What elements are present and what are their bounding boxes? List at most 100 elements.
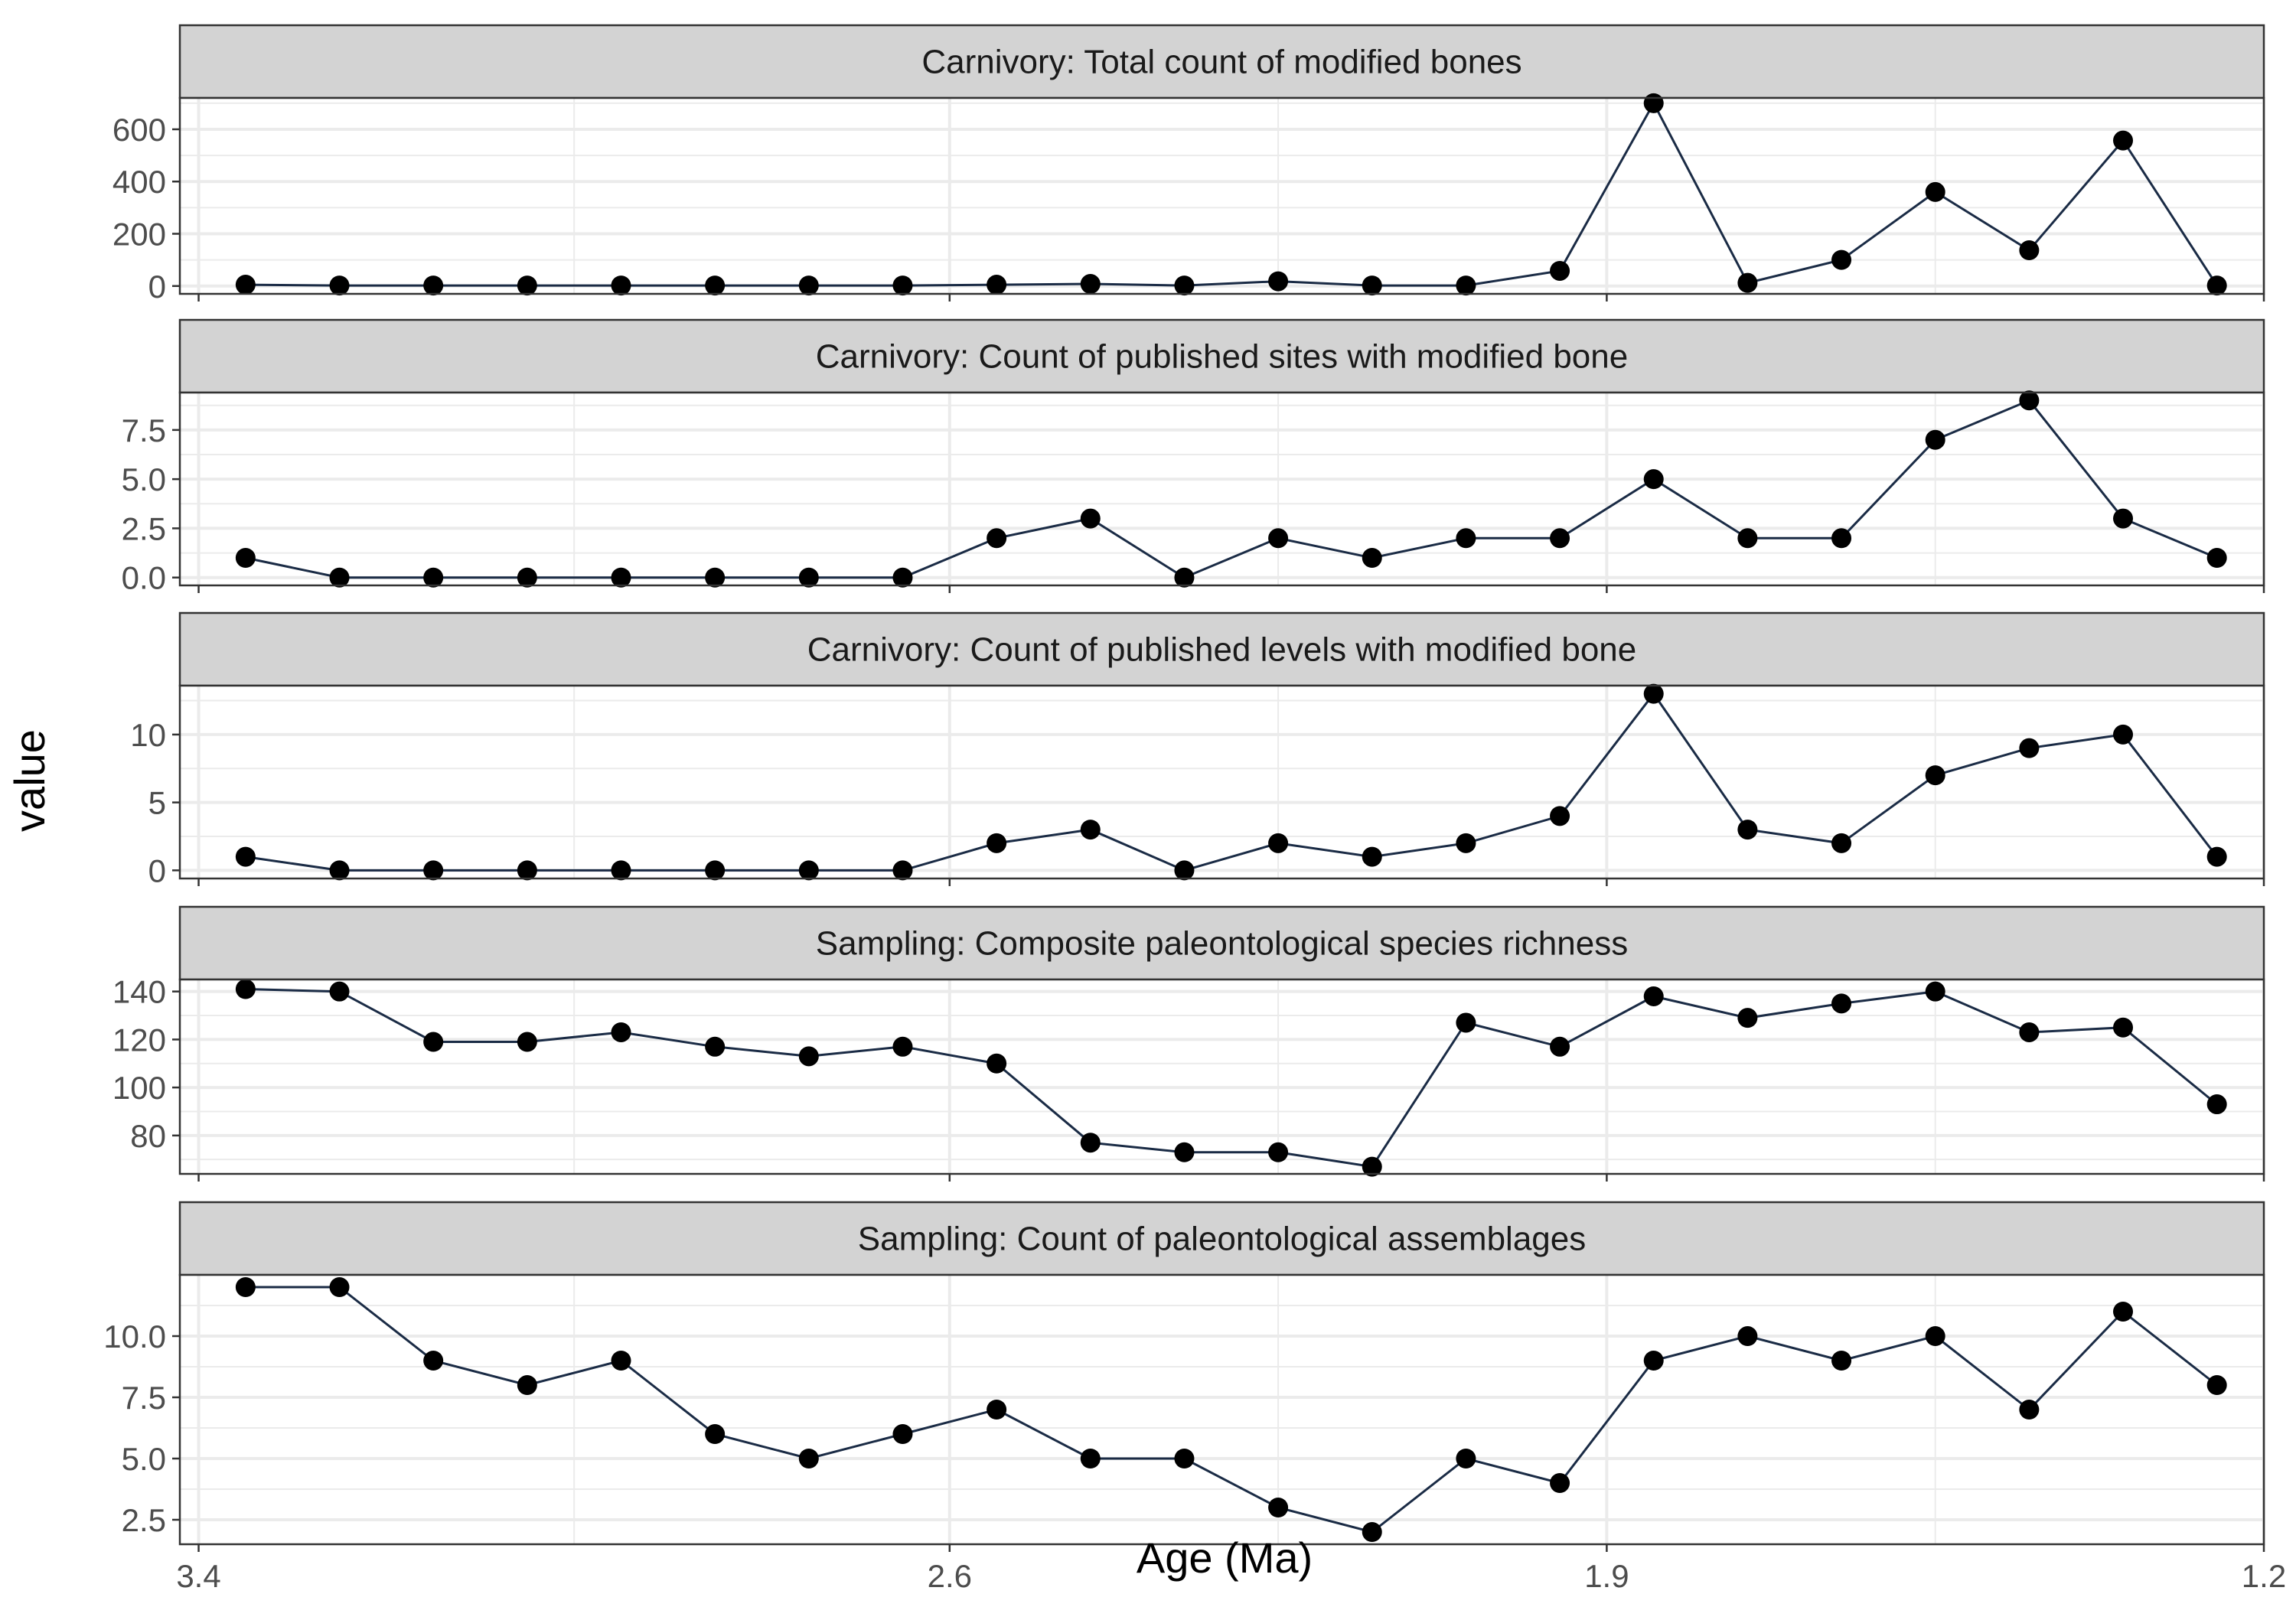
y-axis-title: value <box>5 729 54 832</box>
data-point <box>2019 738 2040 758</box>
data-point <box>705 1424 726 1444</box>
panel-3: Carnivory: Count of published levels wit… <box>130 611 2265 888</box>
data-point <box>987 1053 1007 1074</box>
data-point <box>517 1375 537 1395</box>
data-point <box>1268 528 1289 549</box>
data-point <box>1080 1133 1101 1153</box>
data-point <box>1831 249 1852 270</box>
plot-background <box>180 686 2264 878</box>
data-point <box>517 1032 537 1052</box>
panel-strip <box>178 905 2265 981</box>
x-tick-label: 1.2 <box>2242 1558 2286 1594</box>
data-point <box>798 567 819 588</box>
y-tick-label: 120 <box>113 1022 166 1058</box>
y-tick-label: 5.0 <box>122 461 166 497</box>
panel-strip <box>178 24 2265 99</box>
data-point <box>2206 1094 2227 1115</box>
y-tick-label: 80 <box>130 1118 166 1154</box>
data-point <box>1268 833 1289 853</box>
data-point <box>1643 1351 1664 1371</box>
data-point <box>892 1424 913 1444</box>
data-point <box>611 1351 631 1371</box>
y-tick-label: 200 <box>113 216 166 252</box>
data-point <box>2113 130 2134 151</box>
data-point <box>2113 724 2134 745</box>
panel-strip <box>178 611 2265 687</box>
data-point <box>1550 1473 1570 1493</box>
data-point <box>1174 275 1195 296</box>
data-point <box>1550 806 1570 826</box>
data-point <box>1362 846 1382 867</box>
plot-background <box>180 98 2264 294</box>
data-point <box>423 860 444 881</box>
y-tick-label: 100 <box>113 1070 166 1106</box>
data-point <box>1080 274 1101 295</box>
data-point <box>423 1351 444 1371</box>
y-tick-label: 10.0 <box>103 1319 166 1354</box>
data-point <box>611 1022 631 1042</box>
x-axis: 3.4 2.6 1.9 1.2 <box>176 1558 2286 1594</box>
data-point <box>1174 860 1195 881</box>
y-tick-label: 5 <box>148 785 166 821</box>
plot-background <box>180 1275 2264 1544</box>
panel-border <box>178 684 2265 880</box>
data-point <box>1174 567 1195 588</box>
data-point <box>329 981 350 1002</box>
data-point <box>1831 528 1852 549</box>
data-point <box>1456 528 1476 549</box>
data-point <box>1831 1351 1852 1371</box>
data-point <box>1550 260 1570 281</box>
data-point <box>798 1449 819 1468</box>
data-point <box>2113 1017 2134 1038</box>
data-point <box>611 860 631 881</box>
data-point <box>987 1400 1007 1420</box>
series-line <box>245 1286 2218 1534</box>
data-point <box>2113 508 2134 529</box>
panel-1: Carnivory: Total count of modified bones… <box>113 24 2265 305</box>
data-point <box>1080 1449 1101 1468</box>
y-tick-label: 7.5 <box>122 412 166 448</box>
data-point <box>2206 1375 2227 1395</box>
series-line <box>245 100 2218 287</box>
data-point <box>1080 508 1101 529</box>
data-point <box>705 567 726 588</box>
data-point <box>1174 1142 1195 1162</box>
data-point <box>1080 820 1101 840</box>
data-point <box>1268 1142 1289 1162</box>
y-tick-label: 2.5 <box>122 1502 166 1538</box>
data-point <box>798 275 819 296</box>
data-point <box>705 1036 726 1057</box>
panel-2: Carnivory: Count of published sites with… <box>122 318 2265 596</box>
data-point <box>1925 765 1945 786</box>
data-point <box>611 567 631 588</box>
panel-border <box>178 391 2265 587</box>
data-point <box>2206 275 2227 296</box>
y-tick-label: 0 <box>148 269 166 305</box>
data-point <box>2113 1302 2134 1322</box>
data-point <box>987 833 1007 853</box>
data-point <box>2019 1400 2040 1420</box>
data-point <box>423 275 444 296</box>
data-point <box>1737 528 1758 549</box>
data-point <box>2019 390 2040 411</box>
panel-title: Carnivory: Count of published levels wit… <box>807 631 1636 669</box>
data-point <box>705 275 726 296</box>
data-point <box>235 979 256 999</box>
x-tick-label: 3.4 <box>176 1558 220 1594</box>
panel-5: Sampling: Count of paleontological assem… <box>103 1201 2265 1552</box>
panel-strip <box>178 1201 2265 1276</box>
data-point <box>1362 275 1382 296</box>
data-point <box>1456 1449 1476 1468</box>
plot-background <box>180 393 2264 585</box>
data-point <box>423 567 444 588</box>
y-tick-label: 10 <box>130 717 166 753</box>
data-point <box>329 567 350 588</box>
y-tick-label: 140 <box>113 974 166 1010</box>
data-point <box>705 860 726 881</box>
panel-border <box>178 1273 2265 1546</box>
data-point <box>2206 548 2227 568</box>
data-point <box>1925 429 1945 450</box>
data-point <box>235 548 256 568</box>
panel-strip <box>178 318 2265 394</box>
